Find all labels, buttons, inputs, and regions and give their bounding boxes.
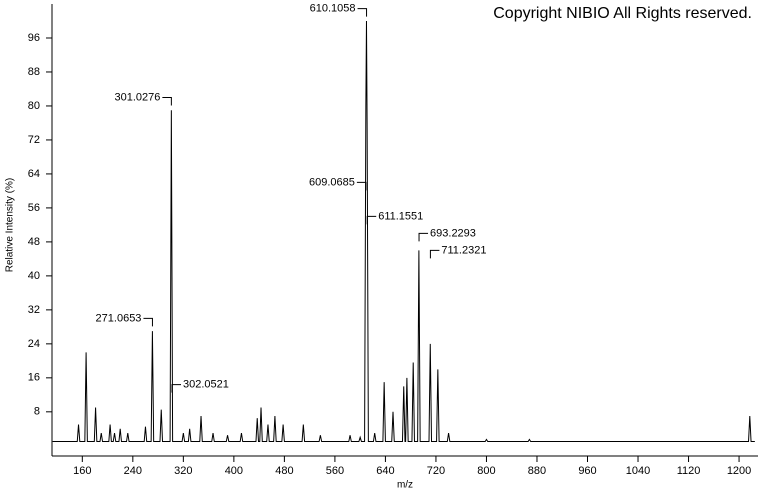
y-tick-label: 8 bbox=[34, 406, 40, 418]
x-tick-label: 720 bbox=[427, 465, 445, 477]
x-tick-label: 400 bbox=[225, 465, 243, 477]
peak-label: 301.0276 bbox=[114, 91, 160, 103]
peak-label: 302.0521 bbox=[183, 379, 229, 391]
peak-label-bracket bbox=[357, 8, 368, 17]
peak-label: 609.0685 bbox=[309, 176, 355, 188]
peak-label: 271.0653 bbox=[96, 312, 142, 324]
x-axis-label: m/z bbox=[397, 480, 413, 491]
x-tick-label: 1040 bbox=[626, 465, 650, 477]
y-tick-label: 32 bbox=[28, 304, 40, 316]
peak-label-bracket bbox=[429, 249, 440, 259]
y-tick-label: 88 bbox=[28, 66, 40, 78]
peak-label-bracket bbox=[143, 317, 153, 327]
x-tick-label: 1120 bbox=[677, 465, 701, 477]
chart-title: Copyright NIBIO All Rights reserved. bbox=[493, 5, 752, 22]
y-tick-label: 80 bbox=[28, 100, 40, 112]
x-tick-label: 320 bbox=[174, 465, 192, 477]
peak-label-bracket bbox=[418, 232, 429, 242]
x-tick-label: 880 bbox=[528, 465, 546, 477]
peak-label-bracket bbox=[366, 215, 377, 225]
x-tick-label: 240 bbox=[124, 465, 142, 477]
y-tick-label: 96 bbox=[28, 32, 40, 44]
peak-label: 610.1058 bbox=[310, 3, 356, 15]
x-tick-label: 160 bbox=[73, 465, 91, 477]
spectrum-line bbox=[52, 20, 755, 443]
x-tick-label: 800 bbox=[477, 465, 495, 477]
y-tick-label: 72 bbox=[28, 134, 40, 146]
x-tick-label: 1200 bbox=[727, 465, 751, 477]
x-tick-label: 480 bbox=[275, 465, 293, 477]
y-tick-label: 64 bbox=[28, 168, 40, 180]
peak-label: 693.2293 bbox=[430, 227, 476, 239]
x-tick-label: 640 bbox=[376, 465, 394, 477]
y-tick-label: 56 bbox=[28, 202, 40, 214]
y-tick-label: 24 bbox=[28, 338, 40, 350]
y-tick-label: 16 bbox=[28, 372, 40, 384]
peak-label-bracket bbox=[171, 384, 182, 393]
y-tick-label: 48 bbox=[28, 236, 40, 248]
peak-label: 611.1551 bbox=[378, 210, 423, 222]
x-tick-label: 560 bbox=[326, 465, 344, 477]
y-tick-label: 40 bbox=[28, 270, 40, 282]
peak-label-bracket bbox=[162, 96, 172, 106]
peak-label: 711.2321 bbox=[441, 244, 486, 256]
peak-label-bracket bbox=[356, 181, 367, 191]
y-axis-label: Relative Intensity (%) bbox=[5, 178, 16, 272]
x-tick-label: 960 bbox=[578, 465, 596, 477]
